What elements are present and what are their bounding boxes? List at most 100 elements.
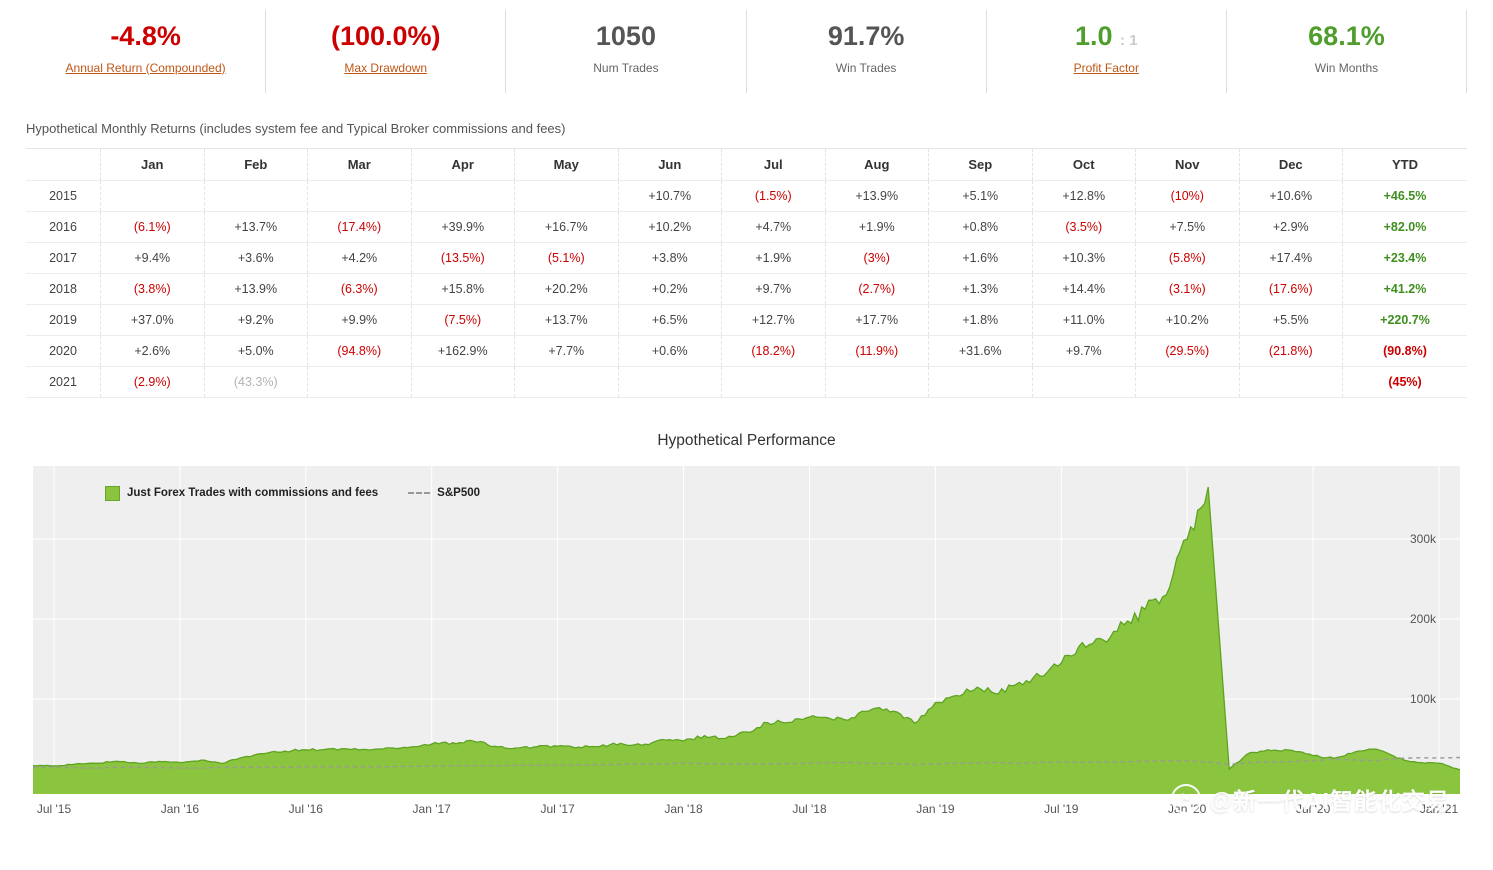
cell-2015-Jul: (1.5%) (721, 179, 825, 212)
ytd-2018: +41.2% (1342, 272, 1467, 305)
cell-2021-Jun (617, 365, 722, 398)
cell-2017-Jul: +1.9% (721, 241, 825, 274)
table-row-2020: 2020 +2.6% +5.0% (94.8%) +162.9% +7.7% +0.6% (1… (26, 334, 1467, 367)
column-header-Nov: Nov (1135, 148, 1239, 181)
x-axis-label: Jan '17 (412, 801, 451, 816)
cell-2017-Nov: (5.8%) (1135, 241, 1239, 274)
column-header-Feb: Feb (203, 148, 308, 181)
cell-2019-Aug: +17.7% (824, 303, 929, 336)
cell-2016-Mar: (17.4%) (307, 210, 411, 243)
x-axis-label: Jul '16 (288, 801, 323, 816)
cell-2018-Apr: +15.8% (410, 272, 515, 305)
legend-item-sp500[interactable]: S&P500 (408, 487, 480, 499)
year-label-2020: 2020 (26, 334, 101, 367)
cell-2020-Feb: +5.0% (203, 334, 308, 367)
legend-item-forex[interactable]: Just Forex Trades with commissions and f… (105, 485, 378, 501)
forex-equity-line (33, 486, 1460, 771)
ytd-2015: +46.5% (1342, 179, 1467, 212)
y-axis-label-200k: 200k (1409, 611, 1436, 626)
stat-value-profit-factor: 1.0 : 1 (1074, 21, 1138, 51)
stat-value-suffix: : 1 (1120, 32, 1138, 49)
cell-2015-Dec: +10.6% (1238, 179, 1343, 212)
chart-canvas[interactable] (33, 465, 1460, 794)
cell-2016-Dec: +2.9% (1238, 210, 1343, 243)
cell-2018-Sep: +1.3% (928, 272, 1032, 305)
column-header-Sep: Sep (928, 148, 1032, 181)
cell-2018-Jul: +9.7% (721, 272, 825, 305)
cell-2020-Oct: +9.7% (1031, 334, 1136, 367)
forex-equity-area[interactable] (33, 486, 1460, 794)
cell-2018-Mar: (6.3%) (307, 272, 411, 305)
green-area-swatch-icon (105, 485, 120, 501)
stat-label-max-drawdown[interactable]: Max Drawdown (344, 60, 428, 75)
table-row-2016: 2016 (6.1%) +13.7% (17.4%) +39.9% +16.7% +10.2… (26, 210, 1467, 243)
cell-2021-Jan: (2.9%) (100, 365, 204, 398)
chart-plot-area[interactable]: 300k 200k 100k Just Forex Trades with co… (33, 465, 1460, 794)
cell-2019-Feb: +9.2% (203, 303, 308, 336)
cell-2015-Aug: +13.9% (824, 179, 929, 212)
stats-bar: -4.8% Annual Return (Compounded) (100.0%… (26, 10, 1468, 93)
ytd-2021: (45%) (1342, 365, 1467, 398)
cell-2021-Jul (721, 365, 825, 398)
cell-2017-May: (5.1%) (514, 241, 618, 274)
cell-2021-Mar (307, 365, 411, 398)
cell-2017-Sep: +1.6% (928, 241, 1032, 274)
cell-2021-Sep (928, 365, 1032, 398)
x-axis-label: Jul '17 (540, 801, 575, 816)
column-header-Jun: Jun (617, 148, 722, 181)
stat-label-profit-factor[interactable]: Profit Factor (1073, 60, 1139, 75)
cell-2015-Mar (307, 179, 411, 212)
column-header-Mar: Mar (307, 148, 411, 181)
cell-2019-Oct: +11.0% (1031, 303, 1136, 336)
cell-2017-Aug: (3%) (824, 241, 929, 274)
table-row-2018: 2018 (3.8%) +13.9% (6.3%) +15.8% +20.2% +0.2% +… (26, 272, 1467, 305)
cell-2016-Oct: (3.5%) (1031, 210, 1136, 243)
column-header-Jan: Jan (100, 148, 204, 181)
cell-2017-Apr: (13.5%) (410, 241, 515, 274)
cell-2018-Dec: (17.6%) (1238, 272, 1343, 305)
year-label-2021: 2021 (26, 365, 101, 398)
stat-value-max-drawdown: (100.0%) (330, 21, 441, 51)
cell-2020-Sep: +31.6% (928, 334, 1032, 367)
year-label-2017: 2017 (26, 241, 101, 274)
year-label-2019: 2019 (26, 303, 101, 336)
stat-label-win-months: Win Months (1314, 60, 1379, 75)
cell-2016-Nov: +7.5% (1135, 210, 1239, 243)
cell-2021-Apr (410, 365, 515, 398)
year-label-2016: 2016 (26, 210, 101, 243)
cell-2018-Jan: (3.8%) (100, 272, 204, 305)
cell-2016-Jun: +10.2% (617, 210, 722, 243)
y-axis-label-300k: 300k (1409, 531, 1436, 546)
cell-2015-Oct: +12.8% (1031, 179, 1136, 212)
y-axis-label-100k: 100k (1409, 691, 1436, 706)
cell-2018-May: +20.2% (514, 272, 618, 305)
cell-2017-Oct: +10.3% (1031, 241, 1136, 274)
cell-2019-Jul: +12.7% (721, 303, 825, 336)
table-row-2015: 2015 +10.7% (1.5%) +13.9% +5.1% +12.8% (10%) +1… (26, 179, 1467, 212)
cell-2017-Feb: +3.6% (203, 241, 308, 274)
stat-value-win-trades: 91.7% (827, 21, 905, 51)
x-axis-label: Jan '16 (160, 801, 200, 816)
cell-2019-Apr: (7.5%) (410, 303, 515, 336)
stat-label-annual-return[interactable]: Annual Return (Compounded) (65, 60, 226, 75)
cell-2020-Jun: +0.6% (617, 334, 722, 367)
cell-2017-Jun: +3.8% (617, 241, 722, 274)
column-header-Oct: Oct (1031, 148, 1136, 181)
cell-2016-Jul: +4.7% (721, 210, 825, 243)
stat-card-num-trades: 1050 Num Trades (506, 10, 747, 93)
x-axis-label: Jul '15 (36, 801, 72, 816)
x-axis-label: Jul '19 (1044, 801, 1079, 816)
x-axis-label: Jan '19 (916, 801, 955, 816)
cell-2019-Mar: +9.9% (307, 303, 411, 336)
cell-2016-Apr: +39.9% (410, 210, 515, 243)
cell-2018-Jun: +0.2% (617, 272, 722, 305)
cell-2019-Jan: +37.0% (100, 303, 204, 336)
cell-2015-Sep: +5.1% (928, 179, 1032, 212)
x-axis-label: Jan '18 (664, 801, 703, 816)
cell-2021-Dec (1238, 365, 1343, 398)
stat-value-win-months: 68.1% (1308, 21, 1385, 51)
cell-2019-Dec: +5.5% (1238, 303, 1343, 336)
cell-2020-Nov: (29.5%) (1135, 334, 1239, 367)
year-label-2018: 2018 (26, 272, 101, 305)
